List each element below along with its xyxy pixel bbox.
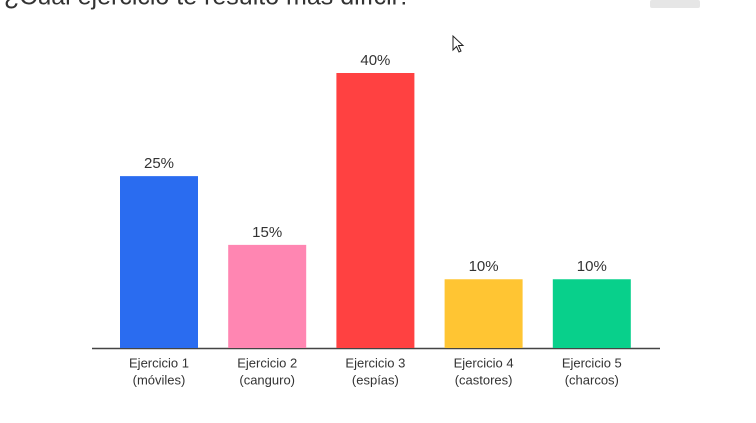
bar: [336, 73, 415, 348]
bar: [552, 279, 631, 348]
x-tick-label: (canguro): [239, 372, 295, 387]
x-tick-label: Ejercicio 5: [562, 355, 622, 370]
value-label: 10%: [577, 258, 607, 275]
x-tick-label: (espías): [352, 372, 399, 387]
value-label: 15%: [252, 224, 282, 241]
value-label: 40%: [360, 52, 390, 69]
bar: [120, 176, 198, 348]
mouse-cursor: [452, 34, 465, 53]
value-label: 25%: [144, 155, 174, 172]
value-label: 10%: [469, 258, 499, 275]
x-tick-label: (castores): [455, 372, 513, 387]
x-tick-label: Ejercicio 1: [129, 355, 189, 370]
chart-title: ¿Cuál ejercicio te resultó más difícil?: [4, 0, 411, 11]
bar: [444, 279, 523, 348]
bar: [228, 244, 307, 348]
toolbar-button[interactable]: [650, 0, 700, 8]
x-tick-label: (móviles): [133, 372, 186, 387]
x-tick-label: Ejercicio 2: [237, 355, 297, 370]
x-tick-label: (charcos): [565, 372, 619, 387]
x-tick-label: Ejercicio 4: [454, 355, 514, 370]
x-tick-label: Ejercicio 3: [345, 355, 405, 370]
